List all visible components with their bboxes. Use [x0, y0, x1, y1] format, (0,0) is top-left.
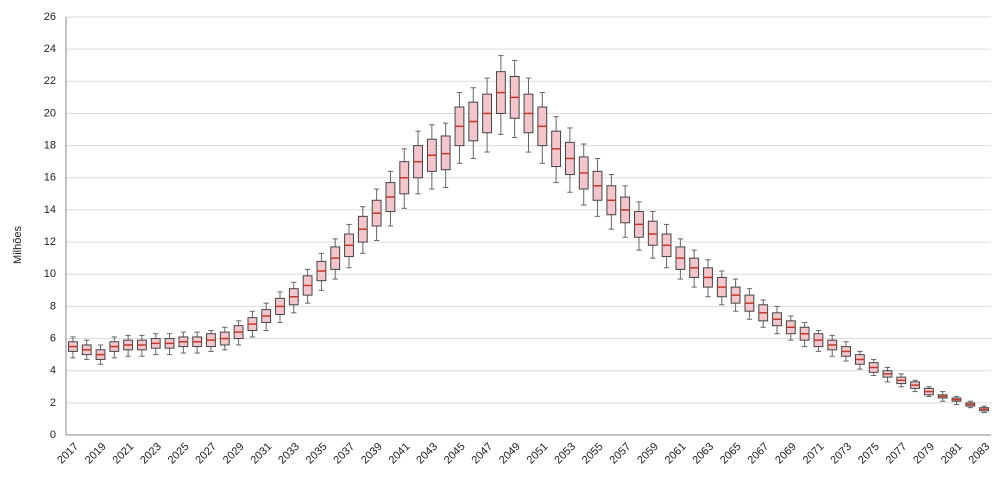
y-tick-label: 4 — [50, 365, 56, 377]
x-tick-label: 2041 — [387, 441, 413, 467]
x-tick-label: 2029 — [221, 441, 247, 467]
x-tick-label: 2039 — [359, 441, 385, 467]
box — [647, 220, 658, 246]
y-tick-label: 18 — [44, 140, 56, 152]
y-tick-label: 2 — [50, 397, 56, 409]
x-tick-label: 2025 — [166, 441, 192, 467]
x-tick-label: 2081 — [939, 441, 965, 467]
x-tick-label: 2073 — [828, 441, 854, 467]
x-tick-label: 2043 — [414, 441, 440, 467]
x-tick-label: 2023 — [138, 441, 164, 467]
x-tick-label: 2017 — [55, 441, 81, 467]
y-tick-label: 8 — [50, 300, 56, 312]
x-tick-label: 2051 — [525, 441, 551, 467]
y-tick-label: 12 — [44, 236, 56, 248]
x-tick-label: 2059 — [635, 441, 661, 467]
x-tick-label: 2033 — [276, 441, 302, 467]
box — [440, 135, 451, 171]
x-tick-label: 2049 — [497, 441, 523, 467]
x-tick-label: 2037 — [331, 441, 357, 467]
y-tick-label: 26 — [44, 11, 56, 23]
y-tick-label: 10 — [44, 268, 56, 280]
y-tick-label: 0 — [50, 429, 56, 441]
x-tick-label: 2053 — [552, 441, 578, 467]
y-tick-label: 20 — [44, 107, 56, 119]
x-tick-label: 2057 — [608, 441, 634, 467]
x-tick-label: 2067 — [746, 441, 772, 467]
x-tick-label: 2031 — [249, 441, 275, 467]
x-tick-label: 2063 — [690, 441, 716, 467]
y-tick-label: 16 — [44, 172, 56, 184]
x-tick-label: 2027 — [193, 441, 219, 467]
y-tick-label: 24 — [44, 43, 56, 55]
x-tick-label: 2019 — [83, 441, 109, 467]
x-tick-label: 2077 — [884, 441, 910, 467]
x-tick-label: 2045 — [442, 441, 468, 467]
x-tick-label: 2055 — [580, 441, 606, 467]
x-tick-label: 2065 — [718, 441, 744, 467]
x-tick-label: 2069 — [773, 441, 799, 467]
y-axis-label: Milhões — [12, 226, 24, 264]
x-tick-label: 2079 — [911, 441, 937, 467]
x-tick-label: 2061 — [663, 441, 689, 467]
y-tick-label: 6 — [50, 332, 56, 344]
x-tick-label: 2075 — [856, 441, 882, 467]
y-tick-label: 14 — [44, 204, 56, 216]
x-tick-label: 2071 — [801, 441, 827, 467]
y-tick-label: 22 — [44, 75, 56, 87]
x-tick-label: 2047 — [469, 441, 495, 467]
x-tick-label: 2021 — [111, 441, 137, 467]
x-tick-label: 2035 — [304, 441, 330, 467]
x-tick-label: 2083 — [966, 441, 992, 467]
